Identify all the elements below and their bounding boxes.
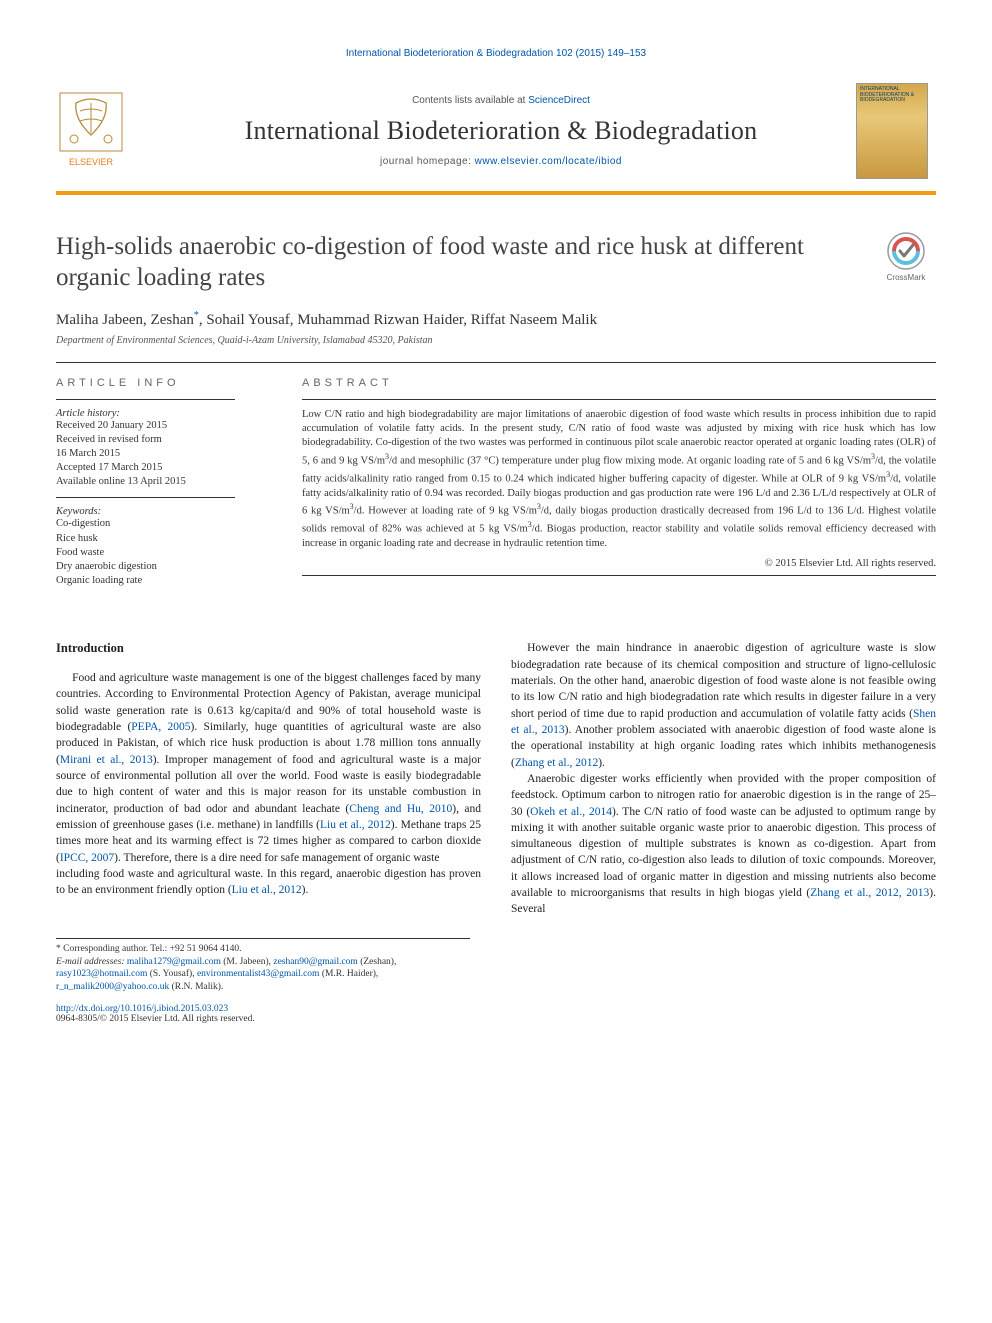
author-list: Maliha Jabeen, Zeshan*, Sohail Yousaf, M…: [56, 310, 936, 329]
page: International Biodeterioration & Biodegr…: [0, 0, 992, 1064]
email-malik[interactable]: r_n_malik2000@yahoo.co.uk: [56, 982, 169, 992]
history-online: Available online 13 April 2015: [56, 475, 266, 489]
keywords-label: Keywords:: [56, 506, 266, 517]
history-received: Received 20 January 2015: [56, 419, 266, 433]
body-text: Introduction Food and agriculture waste …: [56, 640, 936, 918]
crossmark-badge[interactable]: CrossMark: [876, 231, 936, 294]
divider: [56, 497, 235, 498]
corresponding-author: * Corresponding author. Tel.: +92 51 906…: [56, 943, 470, 956]
doi-link[interactable]: http://dx.doi.org/10.1016/j.ibiod.2015.0…: [56, 1004, 228, 1014]
cite-shen-2013[interactable]: Shen et al., 2013: [511, 708, 936, 736]
email-haider[interactable]: environmentalist43@gmail.com: [197, 969, 319, 979]
divider: [302, 575, 936, 576]
cite-okeh-2014[interactable]: Okeh et al., 2014: [530, 806, 612, 818]
intro-p3: However the main hindrance in anaerobic …: [511, 640, 936, 771]
abstract-block: ABSTRACT Low C/N ratio and high biodegra…: [302, 377, 936, 589]
email-zeshan[interactable]: zeshan90@gmail.com: [273, 957, 357, 967]
journal-cover-thumb: INTERNATIONAL BIODETERIORATION & BIODEGR…: [856, 83, 928, 179]
abstract-label: ABSTRACT: [302, 377, 936, 389]
crossmark-label: CrossMark: [887, 273, 926, 282]
keyword: Dry anaerobic digestion: [56, 560, 266, 574]
sciencedirect-link[interactable]: ScienceDirect: [528, 95, 590, 106]
divider: [56, 362, 936, 363]
intro-p1: Food and agriculture waste management is…: [56, 670, 481, 866]
cite-zhang-2012-2013[interactable]: Zhang et al., 2012, 2013: [810, 887, 929, 899]
contents-line: Contents lists available at ScienceDirec…: [162, 95, 840, 106]
doi-block: http://dx.doi.org/10.1016/j.ibiod.2015.0…: [56, 1004, 936, 1024]
cite-ipcc-2007[interactable]: IPCC, 2007: [60, 852, 114, 864]
running-head: International Biodeterioration & Biodegr…: [56, 48, 936, 59]
keyword: Rice husk: [56, 532, 266, 546]
keyword: Food waste: [56, 546, 266, 560]
history-label: Article history:: [56, 408, 266, 419]
intro-p4: Anaerobic digester works efficiently whe…: [511, 771, 936, 918]
masthead-center: Contents lists available at ScienceDirec…: [162, 95, 840, 167]
cite-liu-2012b[interactable]: Liu et al., 2012: [232, 884, 302, 896]
cite-liu-2012a[interactable]: Liu et al., 2012: [320, 819, 391, 831]
masthead: ELSEVIER Contents lists available at Sci…: [56, 75, 936, 195]
abstract-copyright: © 2015 Elsevier Ltd. All rights reserved…: [302, 558, 936, 569]
article-title: High-solids anaerobic co-digestion of fo…: [56, 231, 856, 294]
cite-pepa-2005[interactable]: PEPA, 2005: [131, 721, 190, 733]
footnotes: * Corresponding author. Tel.: +92 51 906…: [56, 938, 470, 994]
history-revised1: Received in revised form: [56, 433, 266, 447]
homepage-line: journal homepage: www.elsevier.com/locat…: [162, 156, 840, 167]
intro-p2: including food waste and agricultural wa…: [56, 866, 481, 899]
cite-mirani-2013[interactable]: Mirani et al., 2013: [60, 754, 153, 766]
email-addresses: E-mail addresses: maliha1279@gmail.com (…: [56, 956, 470, 994]
elsevier-logo: ELSEVIER: [56, 89, 146, 174]
section-heading-introduction: Introduction: [56, 640, 481, 658]
divider: [56, 399, 235, 400]
keyword: Organic loading rate: [56, 574, 266, 588]
issn-copyright: 0964-8305/© 2015 Elsevier Ltd. All right…: [56, 1014, 936, 1024]
contents-prefix: Contents lists available at: [412, 95, 528, 106]
affiliation: Department of Environmental Sciences, Qu…: [56, 335, 936, 346]
article-info-label: ARTICLE INFO: [56, 377, 266, 389]
journal-name: International Biodeterioration & Biodegr…: [162, 116, 840, 146]
cite-zhang-2012a[interactable]: Zhang et al., 2012: [515, 757, 598, 769]
article-info: ARTICLE INFO Article history: Received 2…: [56, 377, 266, 589]
email-label: E-mail addresses:: [56, 957, 125, 967]
email-jabeen[interactable]: maliha1279@gmail.com: [127, 957, 221, 967]
divider: [302, 399, 936, 400]
cite-cheng-hu-2010[interactable]: Cheng and Hu, 2010: [349, 803, 452, 815]
abstract-text: Low C/N ratio and high biodegradability …: [302, 408, 936, 552]
svg-text:ELSEVIER: ELSEVIER: [69, 157, 114, 167]
homepage-link[interactable]: www.elsevier.com/locate/ibiod: [475, 156, 622, 167]
history-revised2: 16 March 2015: [56, 447, 266, 461]
keyword: Co-digestion: [56, 517, 266, 531]
email-yousaf[interactable]: rasy1023@hotmail.com: [56, 969, 147, 979]
homepage-prefix: journal homepage:: [380, 156, 475, 167]
history-accepted: Accepted 17 March 2015: [56, 461, 266, 475]
